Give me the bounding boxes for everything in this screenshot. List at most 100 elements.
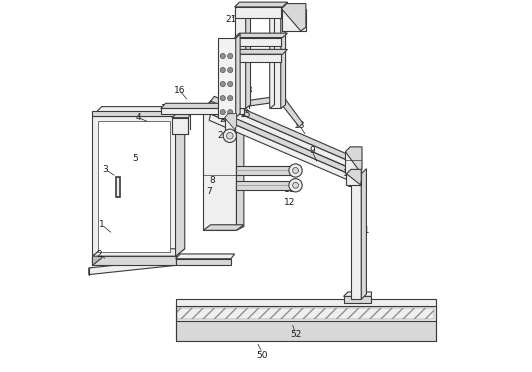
Polygon shape xyxy=(244,96,284,107)
Circle shape xyxy=(220,81,226,87)
Text: 52: 52 xyxy=(290,330,301,339)
Text: 9: 9 xyxy=(309,147,315,155)
Circle shape xyxy=(228,110,233,115)
Bar xyxy=(235,54,281,62)
Text: 21: 21 xyxy=(225,15,237,24)
Text: 2: 2 xyxy=(96,250,102,259)
Polygon shape xyxy=(281,4,306,31)
Bar xyxy=(218,38,236,118)
Polygon shape xyxy=(89,259,176,275)
Bar xyxy=(177,308,434,319)
Text: 51: 51 xyxy=(358,226,370,235)
Polygon shape xyxy=(236,101,244,230)
Polygon shape xyxy=(279,96,303,127)
Circle shape xyxy=(228,81,233,87)
Bar xyxy=(176,299,436,306)
Polygon shape xyxy=(176,254,235,259)
Polygon shape xyxy=(209,101,347,166)
Text: 8: 8 xyxy=(210,176,215,185)
Text: 10: 10 xyxy=(343,169,355,177)
Bar xyxy=(93,116,176,256)
Bar xyxy=(281,9,305,31)
Text: 1: 1 xyxy=(99,220,105,229)
Bar xyxy=(270,9,281,109)
Bar xyxy=(98,121,170,253)
Text: 23: 23 xyxy=(221,63,233,72)
Circle shape xyxy=(289,164,302,177)
Polygon shape xyxy=(161,103,248,109)
Polygon shape xyxy=(235,49,287,54)
Polygon shape xyxy=(93,107,185,116)
Text: 50: 50 xyxy=(256,351,268,360)
Text: 11: 11 xyxy=(284,185,296,194)
Polygon shape xyxy=(93,249,185,256)
Circle shape xyxy=(293,182,298,188)
Polygon shape xyxy=(211,109,350,173)
Bar xyxy=(235,9,246,109)
Polygon shape xyxy=(270,4,275,109)
Circle shape xyxy=(228,54,233,59)
Circle shape xyxy=(223,129,236,142)
Bar xyxy=(93,112,176,116)
Circle shape xyxy=(293,167,298,173)
Bar xyxy=(344,296,371,303)
Polygon shape xyxy=(176,107,185,256)
Polygon shape xyxy=(225,113,236,130)
Bar xyxy=(117,177,120,197)
Polygon shape xyxy=(93,256,176,265)
Polygon shape xyxy=(344,292,371,296)
Bar xyxy=(236,166,296,175)
Circle shape xyxy=(227,132,233,139)
Bar xyxy=(172,118,188,134)
Bar xyxy=(236,181,296,190)
Polygon shape xyxy=(161,109,244,114)
Polygon shape xyxy=(235,2,287,7)
Text: 4: 4 xyxy=(136,113,142,122)
Polygon shape xyxy=(209,114,347,179)
Circle shape xyxy=(220,96,226,101)
Text: 25: 25 xyxy=(220,115,231,124)
Text: 14: 14 xyxy=(347,180,359,189)
Bar xyxy=(176,259,231,265)
Circle shape xyxy=(220,54,226,59)
Text: 20: 20 xyxy=(294,21,305,30)
Text: 5: 5 xyxy=(132,154,138,163)
Text: 24: 24 xyxy=(218,87,229,96)
Polygon shape xyxy=(235,33,287,38)
Circle shape xyxy=(220,67,226,73)
Bar xyxy=(235,38,281,46)
Polygon shape xyxy=(281,4,286,109)
Text: 7: 7 xyxy=(206,187,212,196)
Polygon shape xyxy=(345,147,362,173)
Bar xyxy=(203,109,236,230)
Text: 6: 6 xyxy=(184,128,189,137)
Circle shape xyxy=(289,179,302,192)
Circle shape xyxy=(228,96,233,101)
Polygon shape xyxy=(172,113,190,118)
Polygon shape xyxy=(236,34,240,118)
Text: 17: 17 xyxy=(161,104,172,113)
Text: 19: 19 xyxy=(271,54,283,63)
Polygon shape xyxy=(203,101,244,109)
Text: 15: 15 xyxy=(240,109,252,119)
Polygon shape xyxy=(346,169,361,185)
Polygon shape xyxy=(203,225,244,230)
Bar xyxy=(345,152,361,173)
Bar xyxy=(346,174,361,185)
Bar xyxy=(235,7,281,18)
Bar xyxy=(225,118,235,130)
Text: 12: 12 xyxy=(284,198,296,207)
Text: 3: 3 xyxy=(103,165,109,174)
Polygon shape xyxy=(176,321,436,341)
Text: 22: 22 xyxy=(222,43,233,52)
Polygon shape xyxy=(176,306,436,321)
Polygon shape xyxy=(93,249,102,265)
Polygon shape xyxy=(246,4,251,109)
Text: 18: 18 xyxy=(242,86,253,94)
Bar xyxy=(351,174,361,299)
Circle shape xyxy=(220,110,226,115)
Text: 13: 13 xyxy=(294,121,305,129)
Polygon shape xyxy=(211,96,350,160)
Text: 26: 26 xyxy=(218,131,229,140)
Text: 16: 16 xyxy=(173,86,185,94)
